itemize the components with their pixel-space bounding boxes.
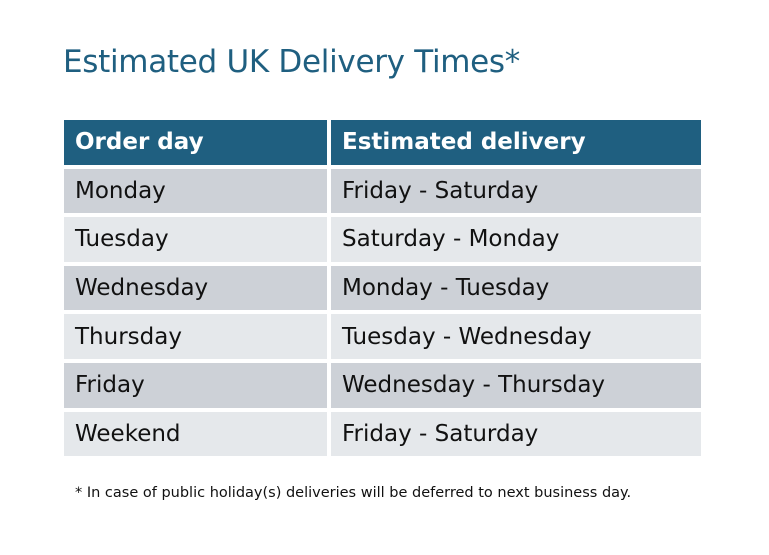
order-day-cell: Friday [64,362,327,408]
table-row: Weekend Friday - Saturday [64,411,701,457]
order-day-cell: Wednesday [64,265,327,311]
table-row: Tuesday Saturday - Monday [64,217,701,262]
header-estimated-delivery: Estimated delivery [331,120,701,165]
page-title: Estimated UK Delivery Times* [63,44,520,80]
footnote: * In case of public holiday(s) deliverie… [75,485,632,501]
delivery-table: Order day Estimated delivery Monday Frid… [64,120,701,460]
delivery-cell: Friday - Saturday [331,411,701,457]
delivery-cell: Monday - Tuesday [331,265,701,311]
table-row: Wednesday Monday - Tuesday [64,265,701,311]
order-day-cell: Weekend [64,411,327,457]
order-day-cell: Monday [64,168,327,214]
delivery-cell: Wednesday - Thursday [331,362,701,408]
delivery-cell: Friday - Saturday [331,168,701,214]
table-row: Thursday Tuesday - Wednesday [64,314,701,359]
table-row: Friday Wednesday - Thursday [64,362,701,408]
order-day-cell: Tuesday [64,217,327,262]
header-order-day: Order day [64,120,327,165]
order-day-cell: Thursday [64,314,327,359]
table-header: Order day Estimated delivery [64,120,701,165]
delivery-cell: Tuesday - Wednesday [331,314,701,359]
delivery-cell: Saturday - Monday [331,217,701,262]
table-row: Monday Friday - Saturday [64,168,701,214]
